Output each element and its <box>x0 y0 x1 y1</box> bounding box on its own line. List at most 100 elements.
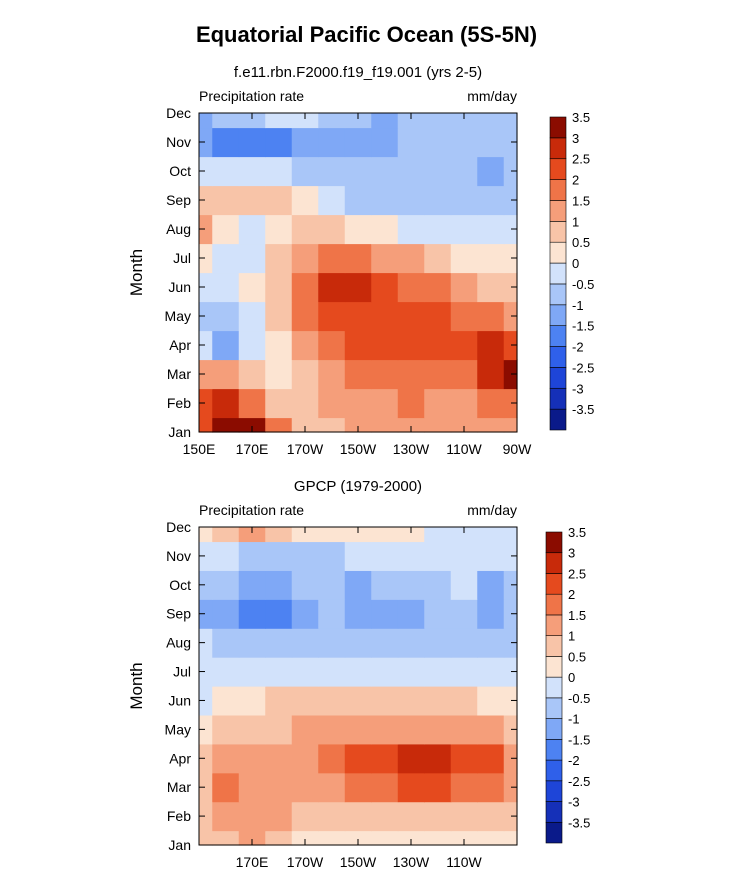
heatmap-cell <box>265 714 293 745</box>
colorbar-box <box>549 283 567 306</box>
heatmap-cell <box>503 388 518 419</box>
heatmap-cell <box>265 185 293 216</box>
heatmap-cell <box>371 599 399 629</box>
heatmap-cell <box>344 301 372 332</box>
heatmap-cell <box>371 113 399 129</box>
heatmap-cell <box>477 301 505 332</box>
heatmap-cell <box>477 628 505 658</box>
heatmap-cell <box>318 541 346 571</box>
y-tick-label: Jul <box>173 664 191 680</box>
heatmap-cell <box>477 127 505 158</box>
heatmap-cell <box>199 330 213 361</box>
colorbar-label: 2.5 <box>572 152 590 167</box>
colorbar-label: 0 <box>572 256 579 271</box>
heatmap-cell <box>318 156 346 187</box>
heatmap-cell <box>397 743 425 774</box>
heatmap-cell <box>318 127 346 158</box>
heatmap-cell <box>291 527 319 543</box>
heatmap-cell <box>199 359 213 390</box>
heatmap-cell <box>503 657 518 687</box>
heatmap-cell <box>424 272 452 303</box>
heatmap-cell <box>344 156 372 187</box>
heatmap-cell <box>199 541 213 571</box>
heatmap-cell <box>344 243 372 274</box>
colorbar-label: -2 <box>568 753 580 768</box>
heatmap-cell <box>199 214 213 245</box>
heatmap-cell <box>212 113 240 129</box>
heatmap-cell <box>212 801 240 832</box>
heatmap-cell <box>397 301 425 332</box>
heatmap-cell <box>199 830 213 846</box>
heatmap-cell <box>265 388 293 419</box>
heatmap-cell <box>199 801 213 832</box>
heatmap-cell <box>397 359 425 390</box>
colorbar-box <box>545 801 563 823</box>
heatmap-cell <box>397 801 425 832</box>
x-tick-label: 170W <box>287 854 324 870</box>
heatmap-cell <box>477 686 505 716</box>
heatmap-cell <box>397 330 425 361</box>
colorbar-label: 3.5 <box>572 110 590 125</box>
heatmap-cell <box>503 417 518 433</box>
heatmap-cell <box>265 541 293 571</box>
heatmap-cell <box>477 330 505 361</box>
heatmap-cell <box>344 541 372 571</box>
heatmap-cell <box>397 570 425 600</box>
colorbar-label: -1.5 <box>568 732 590 747</box>
heatmap-cell <box>265 830 293 846</box>
heatmap-cell <box>265 570 293 600</box>
heatmap-cell <box>291 801 319 832</box>
heatmap-cell <box>450 714 478 745</box>
heatmap-cell <box>503 359 518 390</box>
heatmap-cell <box>291 272 319 303</box>
heatmap-cell <box>503 801 518 832</box>
heatmap-cell <box>344 330 372 361</box>
heatmap-cell <box>238 388 266 419</box>
colorbar-box <box>545 718 563 740</box>
heatmap-cell <box>450 686 478 716</box>
heatmap-cell <box>477 801 505 832</box>
heatmap-cell <box>199 185 213 216</box>
y-tick-label: Feb <box>167 808 191 824</box>
heatmap-cell <box>199 417 213 433</box>
y-axis-title: Month <box>127 662 146 709</box>
heatmap-cell <box>424 301 452 332</box>
colorbar-label: 1 <box>568 629 575 644</box>
heatmap-cell <box>477 272 505 303</box>
heatmap-cell <box>371 772 399 803</box>
heatmap-cell <box>199 272 213 303</box>
heatmap-cell <box>397 830 425 846</box>
heatmap-cell <box>450 541 478 571</box>
colorbar-box <box>549 137 567 160</box>
heatmap-cell <box>291 657 319 687</box>
heatmap-cell <box>238 127 266 158</box>
heatmap-cell <box>238 628 266 658</box>
colorbar-box <box>549 408 567 431</box>
heatmap-cell <box>344 714 372 745</box>
colorbar-box <box>549 304 567 326</box>
heatmap-cell <box>397 417 425 433</box>
heatmap-cell <box>291 417 319 433</box>
colorbar-label: -1 <box>572 298 584 313</box>
heatmap-cell <box>424 330 452 361</box>
heatmap-cell <box>371 417 399 433</box>
colorbar-box <box>549 179 567 201</box>
heatmap-cell <box>371 301 399 332</box>
heatmap-cell <box>397 388 425 419</box>
y-tick-label: Sep <box>166 192 191 208</box>
colorbar-label: -1 <box>568 712 580 727</box>
heatmap-cell <box>291 214 319 245</box>
colorbar-label: -2.5 <box>568 774 590 789</box>
heatmap-cell <box>503 570 518 600</box>
heatmap-cell <box>318 801 346 832</box>
heatmap-cell <box>344 388 372 419</box>
heatmap-cell <box>318 657 346 687</box>
heatmap-cell <box>503 743 518 774</box>
heatmap-cell <box>318 359 346 390</box>
heatmap-cell <box>397 156 425 187</box>
heatmap-cell <box>397 686 425 716</box>
heatmap-cell <box>424 801 452 832</box>
colorbar-box <box>545 697 563 719</box>
heatmap-cell <box>318 599 346 629</box>
